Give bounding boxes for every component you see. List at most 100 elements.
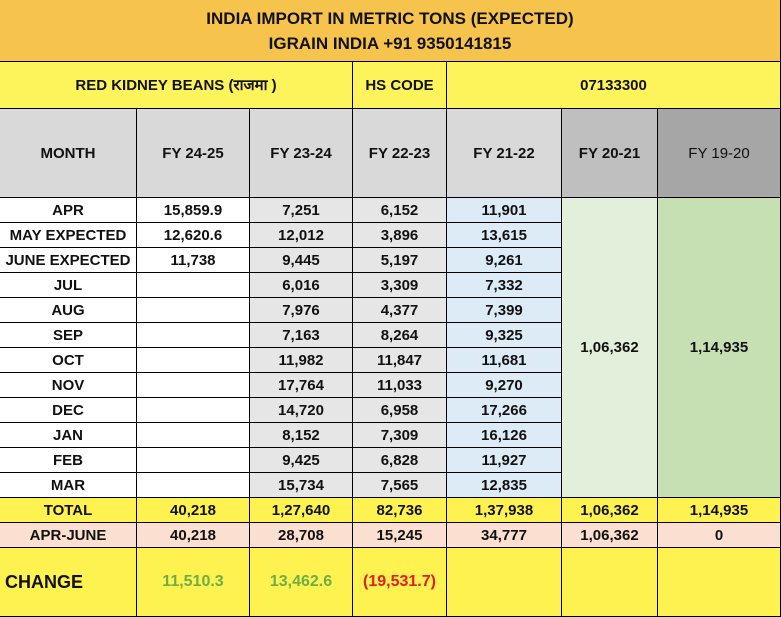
value-cell: 9,270: [447, 373, 562, 398]
value-cell: 7,399: [447, 298, 562, 323]
column-header-text: FY 19-20: [688, 144, 750, 162]
column-header: FY 19-20: [658, 109, 781, 198]
value-cell-text: 8,264: [380, 326, 419, 344]
value-cell: 3,309: [353, 273, 447, 298]
annual-cell-text: 1,14,935: [689, 339, 749, 356]
apr-june-cell: 34,777: [447, 523, 562, 548]
value-cell: [137, 348, 250, 373]
value-cell: [137, 423, 250, 448]
change-cell: 13,462.6: [250, 548, 353, 617]
total-cell-text: TOTAL: [43, 501, 93, 519]
value-cell-text: 7,251: [282, 201, 320, 219]
month-label-text: MAR: [50, 476, 86, 494]
total-cell: TOTAL: [0, 498, 137, 523]
value-cell: 17,764: [250, 373, 353, 398]
column-header-text: FY 21-22: [473, 144, 535, 162]
change-cell: [562, 548, 658, 617]
apr-june-cell-text: 34,777: [481, 526, 527, 544]
total-cell-text: 40,218: [170, 501, 216, 519]
value-cell-text: 12,835: [481, 476, 527, 494]
value-cell: 6,958: [353, 398, 447, 423]
apr-june-cell: 0: [658, 523, 781, 548]
apr-june-cell: 40,218: [137, 523, 250, 548]
value-cell: [137, 323, 250, 348]
value-cell: 9,445: [250, 248, 353, 273]
total-cell-text: 82,736: [376, 501, 423, 519]
month-label-text: SEP: [52, 326, 83, 344]
value-cell: [137, 298, 250, 323]
annual-cell-text: 1,06,362: [580, 339, 639, 356]
total-cell-text: 1,06,362: [580, 501, 639, 519]
change-cell: (19,531.7): [353, 548, 447, 617]
value-cell: 9,425: [250, 448, 353, 473]
value-cell-text: 7,399: [485, 301, 523, 319]
total-cell: 1,14,935: [658, 498, 781, 523]
annual-cell: 1,06,362: [562, 198, 658, 498]
change-cell-text: CHANGE: [5, 571, 84, 592]
value-cell: 12,012: [250, 223, 353, 248]
value-cell-text: 7,976: [282, 301, 320, 319]
value-cell: 7,163: [250, 323, 353, 348]
value-cell: 7,251: [250, 198, 353, 223]
month-label-text: DEC: [52, 401, 84, 419]
annual-cell: 1,14,935: [658, 198, 781, 498]
apr-june-cell-text: 28,708: [278, 526, 324, 544]
month-label-text: MAY EXPECTED: [9, 226, 127, 244]
value-cell: 12,620.6: [137, 223, 250, 248]
column-header: FY 22-23: [353, 109, 447, 198]
title-line: IGRAIN INDIA +91 9350141815: [268, 33, 512, 53]
total-cell: 1,37,938: [447, 498, 562, 523]
value-cell: [137, 473, 250, 498]
value-cell-text: 6,828: [380, 451, 419, 469]
title-line: INDIA IMPORT IN METRIC TONS (EXPECTED): [206, 8, 574, 28]
value-cell-text: 9,445: [282, 251, 320, 269]
month-label-text: FEB: [53, 451, 83, 469]
value-cell-text: 11,033: [376, 376, 423, 394]
value-cell-text: 12,012: [278, 226, 324, 244]
month-label-text: JUL: [53, 276, 83, 294]
value-cell-text: 9,261: [485, 251, 523, 269]
column-header-text: FY 22-23: [368, 144, 431, 162]
month-label: DEC: [0, 398, 137, 423]
value-cell: [137, 273, 250, 298]
value-cell: 11,033: [353, 373, 447, 398]
value-cell-text: 7,163: [282, 326, 320, 344]
column-header: FY 20-21: [562, 109, 658, 198]
title-block: INDIA IMPORT IN METRIC TONS (EXPECTED) IG…: [0, 0, 781, 62]
change-cell: CHANGE: [0, 548, 137, 617]
month-label: AUG: [0, 298, 137, 323]
value-cell: 11,927: [447, 448, 562, 473]
product-name: RED KIDNEY BEANS (राजमा ): [0, 62, 353, 109]
value-cell: 15,734: [250, 473, 353, 498]
value-cell: 7,309: [353, 423, 447, 448]
month-label: SEP: [0, 323, 137, 348]
total-cell-text: 1,27,640: [271, 501, 331, 519]
value-cell: 7,565: [353, 473, 447, 498]
apr-june-cell: 28,708: [250, 523, 353, 548]
total-cell: 1,06,362: [562, 498, 658, 523]
value-cell: [137, 448, 250, 473]
value-cell: 17,266: [447, 398, 562, 423]
value-cell-text: 17,266: [481, 401, 527, 419]
value-cell-text: 9,425: [282, 451, 320, 469]
value-cell-text: 17,764: [278, 376, 324, 394]
value-cell: 4,377: [353, 298, 447, 323]
value-cell-text: 11,738: [170, 251, 216, 269]
value-cell: 6,152: [353, 198, 447, 223]
value-cell: 9,325: [447, 323, 562, 348]
value-cell: 3,896: [353, 223, 447, 248]
total-cell-text: 1,37,938: [474, 501, 534, 519]
value-cell-text: 11,901: [481, 201, 527, 219]
month-label: MAY EXPECTED: [0, 223, 137, 248]
hs-label-text: HS CODE: [365, 76, 434, 94]
hs-label: HS CODE: [353, 62, 447, 109]
change-cell-text: 11,510.3: [162, 573, 224, 590]
value-cell: 7,976: [250, 298, 353, 323]
value-cell-text: 9,325: [485, 326, 523, 344]
apr-june-cell: 15,245: [353, 523, 447, 548]
value-cell: 6,016: [250, 273, 353, 298]
change-cell: [447, 548, 562, 617]
apr-june-cell-text: 1,06,362: [580, 526, 639, 544]
apr-june-cell: APR-JUNE: [0, 523, 137, 548]
